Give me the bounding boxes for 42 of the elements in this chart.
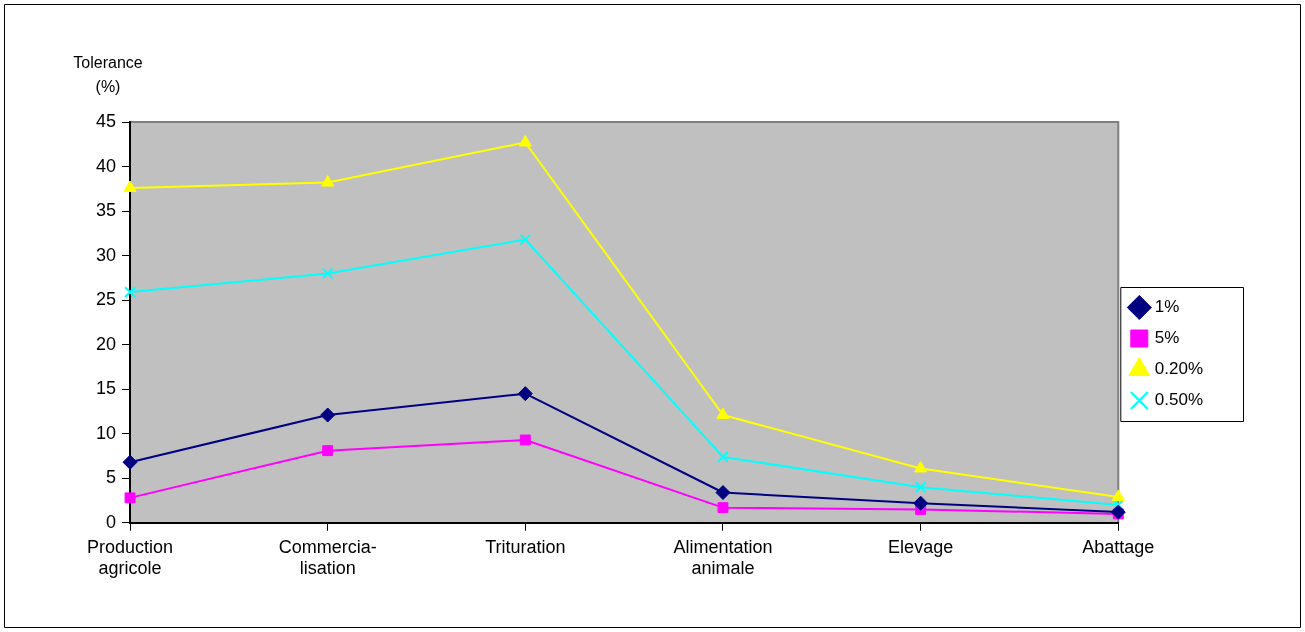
x-tick-label: Commercia- lisation <box>278 536 377 579</box>
point <box>716 407 730 420</box>
legend-label: 0.20% <box>1154 359 1203 379</box>
point <box>1111 489 1125 501</box>
point <box>518 134 532 147</box>
y-tick-label: 5 <box>106 467 117 488</box>
x-tick-label: Production agricole <box>86 536 174 579</box>
x-tick-label: Alimentation animale <box>673 536 773 579</box>
y-tick-label: 25 <box>95 289 117 310</box>
point <box>517 386 533 402</box>
x-tick-label: Abattage <box>1082 536 1155 557</box>
legend-label: 0.50% <box>1154 390 1203 410</box>
y-tick-label: 35 <box>95 200 117 221</box>
point <box>321 175 335 187</box>
point <box>320 407 336 423</box>
legend-label: 1% <box>1154 297 1180 317</box>
x-tick-label: Trituration <box>485 536 566 557</box>
point <box>122 454 138 470</box>
y-tick-label: 45 <box>95 110 117 131</box>
y-axis-title: Tolerance (%) <box>73 54 143 95</box>
point <box>519 233 532 246</box>
y-tick-label: 10 <box>95 422 117 443</box>
point <box>715 485 731 501</box>
point <box>124 286 136 299</box>
legend-label: 5% <box>1154 328 1180 348</box>
point <box>124 492 136 504</box>
point <box>913 495 929 511</box>
x-tick-label: Elevage <box>888 536 954 557</box>
point <box>123 180 137 192</box>
y-tick-label: 40 <box>95 155 117 176</box>
point <box>1110 504 1126 520</box>
point <box>914 460 928 473</box>
point <box>519 434 531 446</box>
y-tick-label: 30 <box>95 244 117 265</box>
y-tick-label: 20 <box>95 333 117 354</box>
point <box>717 450 729 463</box>
point <box>717 502 729 514</box>
point <box>322 445 334 457</box>
y-tick-label: 15 <box>95 378 117 399</box>
point <box>914 481 927 494</box>
y-tick-label: 0 <box>106 511 117 532</box>
point <box>321 267 334 280</box>
